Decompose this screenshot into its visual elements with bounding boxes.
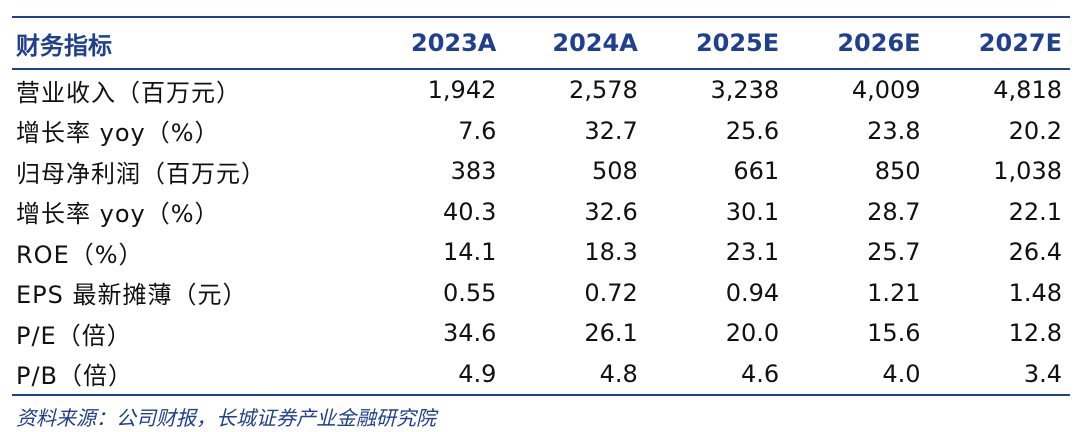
financial-indicators-table: 财务指标 2023A 2024A 2025E 2026E 2027E 营业收入（… [12, 16, 1070, 396]
cell-value: 1.21 [867, 278, 921, 307]
table-row-revenue-growth: 增长率 yoy（%） 7.6 32.7 25.6 23.8 20.2 [12, 111, 1070, 152]
header-year-2027e: 2027E [978, 29, 1062, 57]
cell-value: 14.1 [442, 238, 497, 267]
cell-value: 383 [450, 157, 497, 186]
cell-value: 32.7 [584, 116, 638, 145]
cell-value: 20.0 [725, 319, 780, 348]
table-row-revenue: 营业收入（百万元） 1,942 2,578 3,238 4,009 4,818 [12, 69, 1070, 111]
cell-value: 4,818 [993, 76, 1062, 105]
cell-value: 26.1 [584, 319, 638, 348]
table-row-profit-growth: 增长率 yoy（%） 40.3 32.6 30.1 28.7 22.1 [12, 192, 1070, 233]
cell-value: 2,578 [569, 76, 638, 105]
financial-table-container: 财务指标 2023A 2024A 2025E 2026E 2027E 营业收入（… [12, 16, 1070, 431]
cell-value: 7.6 [458, 116, 497, 145]
cell-value: 25.7 [867, 238, 921, 267]
cell-value: 4.0 [882, 359, 921, 388]
source-note: 资料来源：公司财报，长城证券产业金融研究院 [16, 406, 436, 430]
cell-value: 30.1 [725, 197, 780, 226]
header-row: 财务指标 2023A 2024A 2025E 2026E 2027E [12, 17, 1070, 69]
table-row-pb: P/B（倍） 4.9 4.8 4.6 4.0 3.4 [12, 354, 1070, 395]
cell-value: 20.2 [1008, 116, 1062, 145]
header-year-2025e: 2025E [695, 29, 780, 57]
cell-value: 12.8 [1008, 319, 1062, 348]
cell-value: 0.72 [584, 278, 638, 307]
cell-value: 1.48 [1008, 278, 1062, 307]
header-year-2024a: 2024A [552, 29, 638, 57]
cell-value: 0.55 [442, 278, 497, 307]
row-label: P/E（倍） [16, 321, 132, 350]
table-row-eps: EPS 最新摊薄（元） 0.55 0.72 0.94 1.21 1.48 [12, 273, 1070, 314]
header-indicator: 财务指标 [16, 31, 112, 60]
cell-value: 15.6 [867, 319, 921, 348]
cell-value: 18.3 [584, 238, 638, 267]
cell-value: 26.4 [1008, 238, 1062, 267]
header-year-2026e: 2026E [837, 29, 921, 57]
cell-value: 23.8 [867, 116, 921, 145]
cell-value: 4.8 [599, 359, 638, 388]
cell-value: 23.1 [725, 238, 780, 267]
cell-value: 661 [733, 157, 780, 186]
cell-value: 1,942 [427, 76, 497, 105]
row-label: EPS 最新摊薄（元） [16, 281, 248, 310]
row-label: 归母净利润（百万元） [16, 159, 266, 188]
table-body: 营业收入（百万元） 1,942 2,578 3,238 4,009 4,818 … [12, 69, 1070, 395]
cell-value: 34.6 [442, 319, 497, 348]
table-row-pe: P/E（倍） 34.6 26.1 20.0 15.6 12.8 [12, 313, 1070, 354]
cell-value: 4.6 [740, 359, 780, 388]
cell-value: 508 [591, 157, 638, 186]
cell-value: 4.9 [458, 359, 497, 388]
row-label: 增长率 yoy（%） [16, 119, 220, 148]
row-label: 营业收入（百万元） [16, 78, 241, 107]
cell-value: 32.6 [584, 197, 638, 226]
cell-value: 22.1 [1008, 197, 1062, 226]
cell-value: 1,038 [993, 157, 1062, 186]
table-row-net-profit: 归母净利润（百万元） 383 508 661 850 1,038 [12, 151, 1070, 192]
cell-value: 3.4 [1023, 359, 1062, 388]
cell-value: 3,238 [710, 76, 780, 105]
cell-value: 25.6 [725, 116, 780, 145]
row-label: 增长率 yoy（%） [16, 200, 220, 229]
cell-value: 28.7 [867, 197, 921, 226]
cell-value: 40.3 [442, 197, 497, 226]
table-header: 财务指标 2023A 2024A 2025E 2026E 2027E [12, 17, 1070, 69]
row-label: P/B（倍） [16, 362, 134, 391]
table-row-roe: ROE（%） 14.1 18.3 23.1 25.7 26.4 [12, 232, 1070, 273]
header-year-2023a: 2023A [411, 29, 497, 57]
cell-value: 850 [874, 157, 921, 186]
cell-value: 4,009 [851, 76, 921, 105]
row-label: ROE（%） [16, 240, 144, 269]
cell-value: 0.94 [725, 278, 780, 307]
